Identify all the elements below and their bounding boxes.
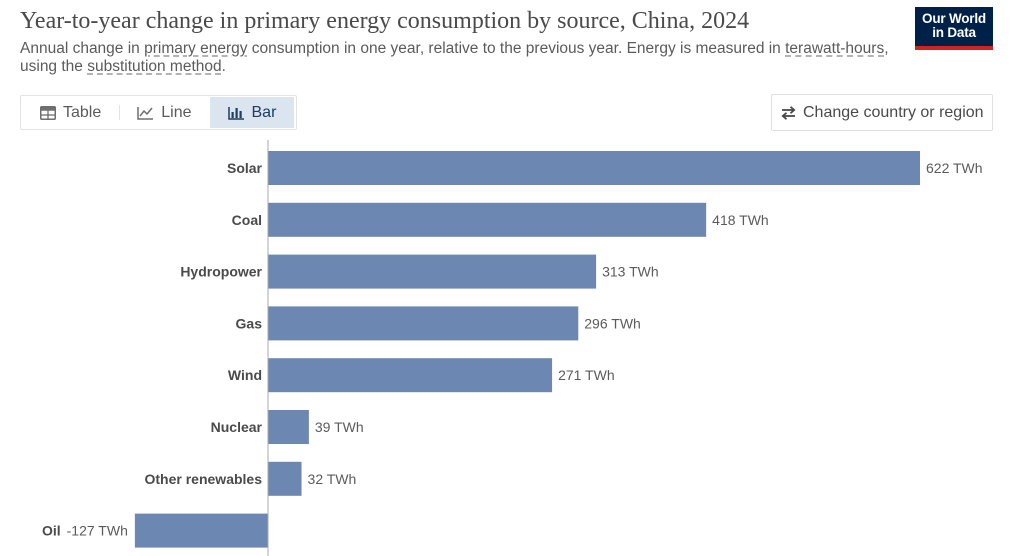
table-icon — [40, 105, 56, 120]
chart-title: Year-to-year change in primary energy co… — [20, 8, 750, 34]
value-label-gas: 296 TWh — [584, 315, 641, 331]
tab-bar-label: Bar — [251, 103, 277, 121]
bar-chart-icon — [227, 106, 244, 120]
substitution-method-link[interactable]: substitution method — [87, 58, 222, 75]
bar-coal — [268, 202, 707, 237]
category-label-solar: Solar — [227, 160, 263, 176]
primary-energy-link[interactable]: primary energy — [144, 40, 248, 57]
tab-bar[interactable]: Bar — [209, 97, 295, 128]
category-label-oil: Oil — [42, 523, 61, 539]
line-chart-icon — [137, 106, 154, 120]
tab-line-label: Line — [161, 103, 192, 121]
bar-wind — [268, 358, 553, 393]
chart-type-tabs: Table Line Bar — [20, 95, 297, 130]
bar-nuclear — [268, 410, 309, 444]
category-label-gas: Gas — [236, 315, 263, 331]
value-label-coal: 418 TWh — [712, 212, 769, 228]
owid-logo[interactable]: Our World in Data — [915, 7, 993, 50]
tab-line[interactable]: Line — [119, 97, 209, 128]
bar-other-renewables — [268, 461, 302, 496]
bar-chart: 622 TWh Solar 418 TWh Coal 313 TWh Hydropower… — [42, 140, 983, 556]
change-country-button[interactable]: Change country or region — [771, 94, 993, 131]
value-label-nuclear: 39 TWh — [315, 419, 364, 435]
bar-oil — [134, 513, 268, 548]
value-label-solar: 622 TWh — [926, 160, 983, 176]
swap-arrows-icon — [781, 105, 796, 120]
terawatt-hours-link[interactable]: terawatt-hours — [785, 40, 885, 57]
logo-line-2: in Data — [932, 25, 976, 40]
category-label-nuclear: Nuclear — [211, 419, 263, 435]
category-label-other-renewables: Other renewables — [145, 471, 263, 487]
bar-hydropower — [268, 254, 597, 289]
chart-subtitle: Annual change in primary energy consumpt… — [20, 40, 889, 75]
bar-gas — [268, 306, 579, 341]
tab-table[interactable]: Table — [22, 97, 119, 128]
tab-table-label: Table — [63, 103, 102, 121]
value-label-hydropower: 313 TWh — [602, 264, 659, 280]
logo-line-1: Our World — [922, 11, 986, 26]
bar-solar — [268, 151, 920, 185]
change-country-label: Change country or region — [803, 103, 984, 121]
category-label-wind: Wind — [228, 367, 262, 383]
value-label-other-renewables: 32 TWh — [308, 471, 357, 487]
category-label-hydropower: Hydropower — [180, 264, 262, 280]
value-label-oil: -127 TWh — [67, 523, 128, 539]
category-label-coal: Coal — [232, 212, 262, 228]
value-label-wind: 271 TWh — [558, 367, 615, 383]
